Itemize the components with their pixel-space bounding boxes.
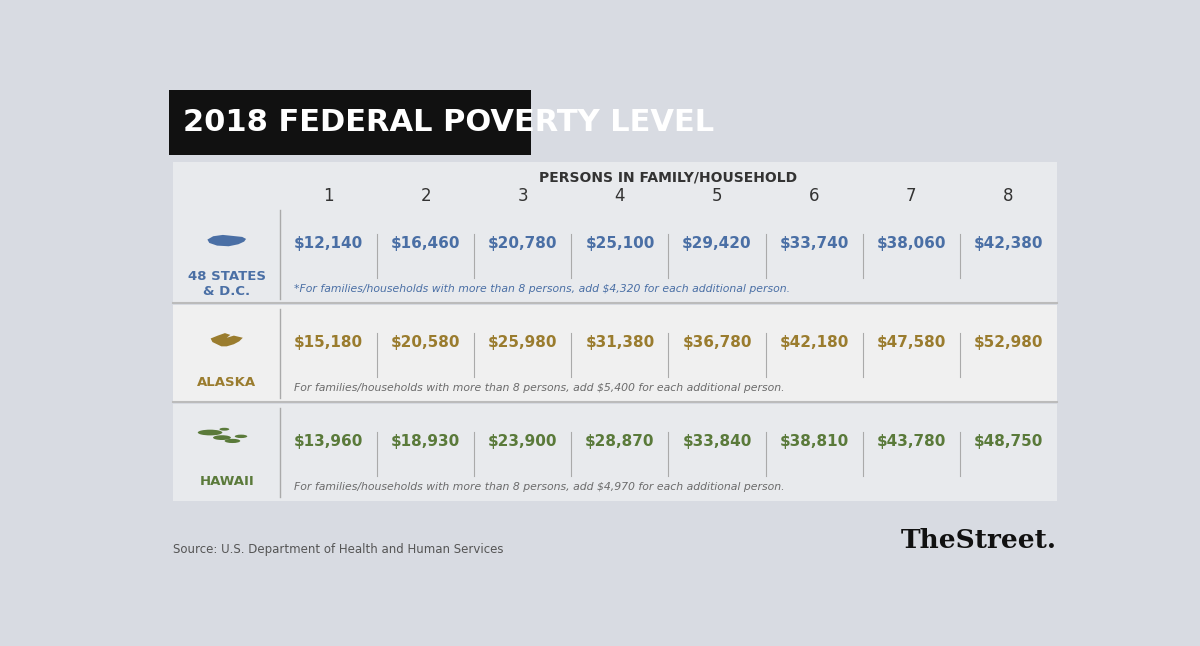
Ellipse shape <box>220 428 229 431</box>
Text: $12,140: $12,140 <box>294 236 364 251</box>
Text: *For families/households with more than 8 persons, add $4,320 for each additiona: *For families/households with more than … <box>294 284 791 295</box>
Text: For families/households with more than 8 persons, add $4,970 for each additional: For families/households with more than 8… <box>294 483 785 492</box>
Text: TheStreet.: TheStreet. <box>901 528 1057 552</box>
Text: $38,060: $38,060 <box>876 236 946 251</box>
Text: 48 STATES
& D.C.: 48 STATES & D.C. <box>187 270 265 298</box>
FancyBboxPatch shape <box>168 90 532 154</box>
FancyBboxPatch shape <box>173 306 1057 402</box>
Text: $52,980: $52,980 <box>973 335 1043 349</box>
Text: $42,180: $42,180 <box>779 335 848 349</box>
Text: 6: 6 <box>809 187 820 205</box>
Text: For families/households with more than 8 persons, add $5,400 for each additional: For families/households with more than 8… <box>294 383 785 393</box>
Text: $38,810: $38,810 <box>780 433 848 449</box>
Text: 5: 5 <box>712 187 722 205</box>
Text: $43,780: $43,780 <box>876 433 946 449</box>
Ellipse shape <box>214 435 230 440</box>
Text: $42,380: $42,380 <box>973 236 1043 251</box>
Text: 2018 FEDERAL POVERTY LEVEL: 2018 FEDERAL POVERTY LEVEL <box>182 108 714 137</box>
Text: 4: 4 <box>614 187 625 205</box>
Text: 1: 1 <box>324 187 334 205</box>
Text: Source: U.S. Department of Health and Human Services: Source: U.S. Department of Health and Hu… <box>173 543 504 556</box>
Text: ALASKA: ALASKA <box>197 377 257 390</box>
Text: $13,960: $13,960 <box>294 433 364 449</box>
Text: 2: 2 <box>420 187 431 205</box>
Text: $18,930: $18,930 <box>391 433 461 449</box>
Text: $25,100: $25,100 <box>586 236 655 251</box>
Text: $33,740: $33,740 <box>779 236 848 251</box>
Ellipse shape <box>224 439 240 443</box>
Text: $23,900: $23,900 <box>488 433 558 449</box>
FancyBboxPatch shape <box>173 404 1057 501</box>
Text: $36,780: $36,780 <box>683 335 751 349</box>
Text: $28,870: $28,870 <box>586 433 655 449</box>
Text: PERSONS IN FAMILY/HOUSEHOLD: PERSONS IN FAMILY/HOUSEHOLD <box>540 171 798 185</box>
Polygon shape <box>211 333 242 346</box>
Ellipse shape <box>235 435 247 438</box>
Text: 8: 8 <box>1003 187 1014 205</box>
FancyBboxPatch shape <box>173 162 1057 304</box>
Text: $16,460: $16,460 <box>391 236 461 251</box>
Text: $33,840: $33,840 <box>683 433 751 449</box>
Text: $29,420: $29,420 <box>682 236 752 251</box>
Text: $47,580: $47,580 <box>876 335 946 349</box>
Text: 7: 7 <box>906 187 917 205</box>
Text: $48,750: $48,750 <box>973 433 1043 449</box>
Text: 3: 3 <box>517 187 528 205</box>
Text: $20,580: $20,580 <box>391 335 461 349</box>
Text: HAWAII: HAWAII <box>199 475 254 488</box>
Text: $20,780: $20,780 <box>488 236 558 251</box>
Polygon shape <box>208 235 246 246</box>
Text: $31,380: $31,380 <box>586 335 654 349</box>
Ellipse shape <box>198 430 222 435</box>
Text: $15,180: $15,180 <box>294 335 364 349</box>
Text: $25,980: $25,980 <box>488 335 558 349</box>
